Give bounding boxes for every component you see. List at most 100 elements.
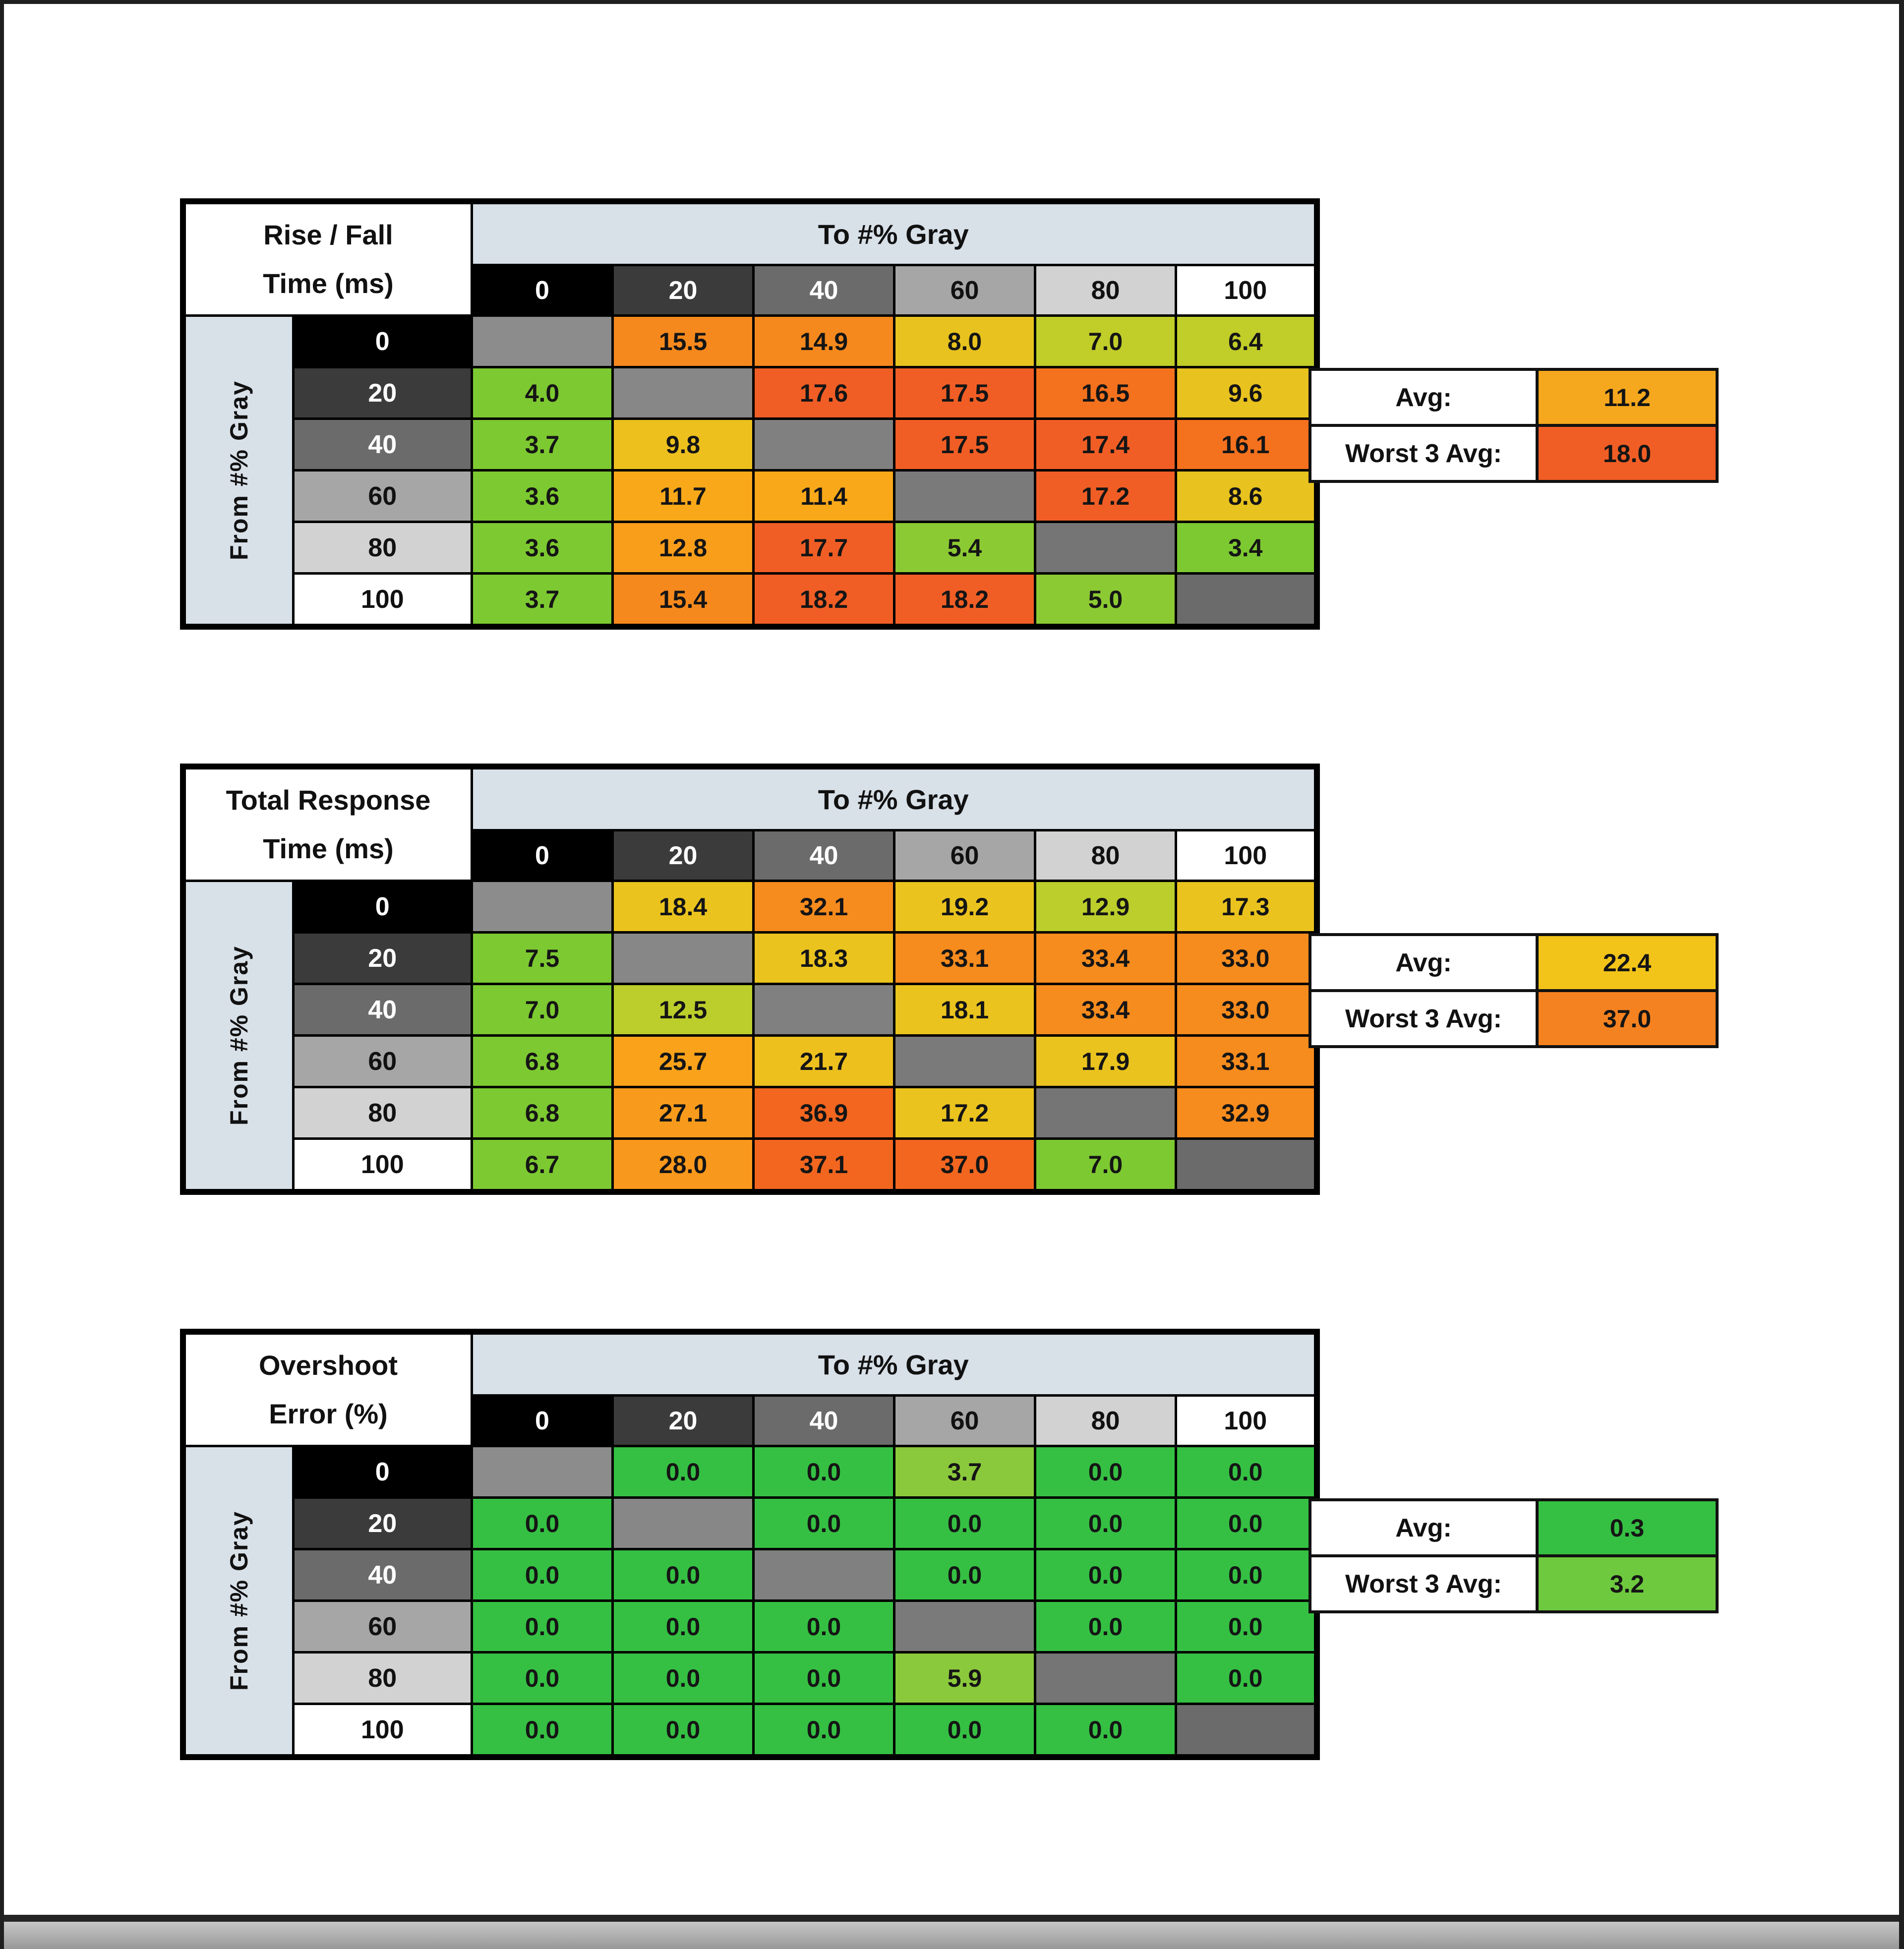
diagonal-blank-cell: [1034, 1651, 1177, 1705]
to-gray-header: To #% Gray: [471, 765, 1318, 831]
row-header-60: 60: [292, 469, 473, 523]
worst3-label: Worst 3 Avg:: [1311, 1557, 1539, 1610]
diagonal-blank-cell: [611, 1496, 755, 1550]
worst3-row: Worst 3 Avg: 3.2: [1311, 1554, 1716, 1610]
table-title-line2: Error (%): [269, 1398, 388, 1429]
col-header-100: 100: [1175, 1394, 1318, 1447]
table-title-line1: Total Response: [226, 784, 431, 816]
value-cell: 3.7: [471, 417, 614, 472]
diagonal-blank-cell: [611, 366, 755, 420]
value-cell: 0.0: [752, 1445, 895, 1499]
value-cell: 33.1: [1175, 1034, 1318, 1088]
col-header-100: 100: [1175, 264, 1318, 317]
value-cell: 0.0: [752, 1496, 895, 1550]
value-cell: 12.5: [611, 983, 755, 1037]
value-cell: 19.2: [893, 880, 1036, 934]
value-cell: 15.5: [611, 314, 755, 368]
value-cell: 0.0: [1175, 1599, 1318, 1654]
value-cell: 0.0: [752, 1703, 895, 1759]
row-header-40: 40: [292, 417, 473, 472]
row-header-40: 40: [292, 1548, 473, 1602]
avg-row: Avg: 22.4: [1311, 936, 1716, 989]
from-gray-label: From #% Gray: [181, 1445, 295, 1759]
col-header-100: 100: [1175, 829, 1318, 882]
value-cell: 4.0: [471, 366, 614, 420]
value-cell: 0.0: [471, 1703, 614, 1759]
value-cell: 0.0: [611, 1599, 755, 1654]
value-cell: 0.0: [611, 1651, 755, 1705]
value-cell: 18.4: [611, 880, 755, 934]
col-header-80: 80: [1034, 264, 1177, 317]
value-cell: 0.0: [1034, 1548, 1177, 1602]
row-header-20: 20: [292, 931, 473, 985]
value-cell: 0.0: [471, 1496, 614, 1550]
value-cell: 7.0: [1034, 1137, 1177, 1193]
value-cell: 17.4: [1034, 417, 1177, 472]
col-header-20: 20: [611, 1394, 755, 1447]
col-header-20: 20: [611, 264, 755, 317]
table-title: Overshoot Error (%): [181, 1330, 473, 1447]
value-cell: 17.3: [1175, 880, 1318, 934]
value-cell: 33.4: [1034, 931, 1177, 985]
diagonal-blank-cell: [611, 931, 755, 985]
value-cell: 3.6: [471, 469, 614, 523]
value-cell: 5.4: [893, 521, 1036, 575]
col-header-20: 20: [611, 829, 755, 882]
value-cell: 37.1: [752, 1137, 895, 1193]
row-header-0: 0: [292, 1445, 473, 1499]
value-cell: 7.0: [471, 983, 614, 1037]
diagonal-blank-cell: [1034, 521, 1177, 575]
col-header-60: 60: [893, 1394, 1036, 1447]
value-cell: 9.6: [1175, 366, 1318, 420]
from-gray-label: From #% Gray: [181, 314, 295, 628]
row-header-0: 0: [292, 314, 473, 368]
value-cell: 7.0: [1034, 314, 1177, 368]
value-cell: 15.4: [611, 572, 755, 628]
table-title-line1: Rise / Fall: [263, 219, 393, 250]
worst3-row: Worst 3 Avg: 37.0: [1311, 989, 1716, 1045]
value-cell: 8.6: [1175, 469, 1318, 523]
from-gray-vertical-text: From #% Gray: [225, 1510, 253, 1691]
value-cell: 0.0: [752, 1599, 895, 1654]
diagonal-blank-cell: [471, 1445, 614, 1499]
diagonal-blank-cell: [752, 417, 895, 472]
value-cell: 0.0: [893, 1496, 1036, 1550]
value-cell: 18.1: [893, 983, 1036, 1037]
row-header-100: 100: [292, 1137, 473, 1193]
value-cell: 16.1: [1175, 417, 1318, 472]
value-cell: 33.1: [893, 931, 1036, 985]
value-cell: 0.0: [1034, 1496, 1177, 1550]
value-cell: 33.0: [1175, 931, 1318, 985]
value-cell: 5.9: [893, 1651, 1036, 1705]
value-cell: 27.1: [611, 1086, 755, 1140]
avg-label: Avg:: [1311, 371, 1539, 424]
value-cell: 11.7: [611, 469, 755, 523]
value-cell: 0.0: [1034, 1703, 1177, 1759]
avg-label: Avg:: [1311, 1501, 1539, 1554]
value-cell: 18.2: [752, 572, 895, 628]
value-cell: 25.7: [611, 1034, 755, 1088]
value-cell: 17.5: [893, 366, 1036, 420]
value-cell: 0.0: [471, 1599, 614, 1654]
value-cell: 32.9: [1175, 1086, 1318, 1140]
row-header-80: 80: [292, 1651, 473, 1705]
row-header-60: 60: [292, 1599, 473, 1654]
avg-value: 0.3: [1539, 1501, 1716, 1554]
value-cell: 0.0: [1175, 1496, 1318, 1550]
col-header-0: 0: [471, 829, 614, 882]
value-cell: 6.8: [471, 1086, 614, 1140]
value-cell: 3.7: [471, 572, 614, 628]
value-cell: 33.0: [1175, 983, 1318, 1037]
diagonal-blank-cell: [1175, 572, 1318, 628]
value-cell: 18.3: [752, 931, 895, 985]
row-header-0: 0: [292, 880, 473, 934]
rise-fall-time-table: Rise / Fall Time (ms) To #% Gray 0 20 40 60…: [180, 198, 1320, 630]
to-gray-header: To #% Gray: [471, 1330, 1318, 1397]
diagonal-blank-cell: [893, 1599, 1036, 1654]
row-header-80: 80: [292, 521, 473, 575]
value-cell: 21.7: [752, 1034, 895, 1088]
col-header-40: 40: [752, 829, 895, 882]
avg-summary-total-response: Avg: 22.4 Worst 3 Avg: 37.0: [1309, 933, 1719, 1048]
diagonal-blank-cell: [471, 314, 614, 368]
worst3-label: Worst 3 Avg:: [1311, 427, 1539, 480]
